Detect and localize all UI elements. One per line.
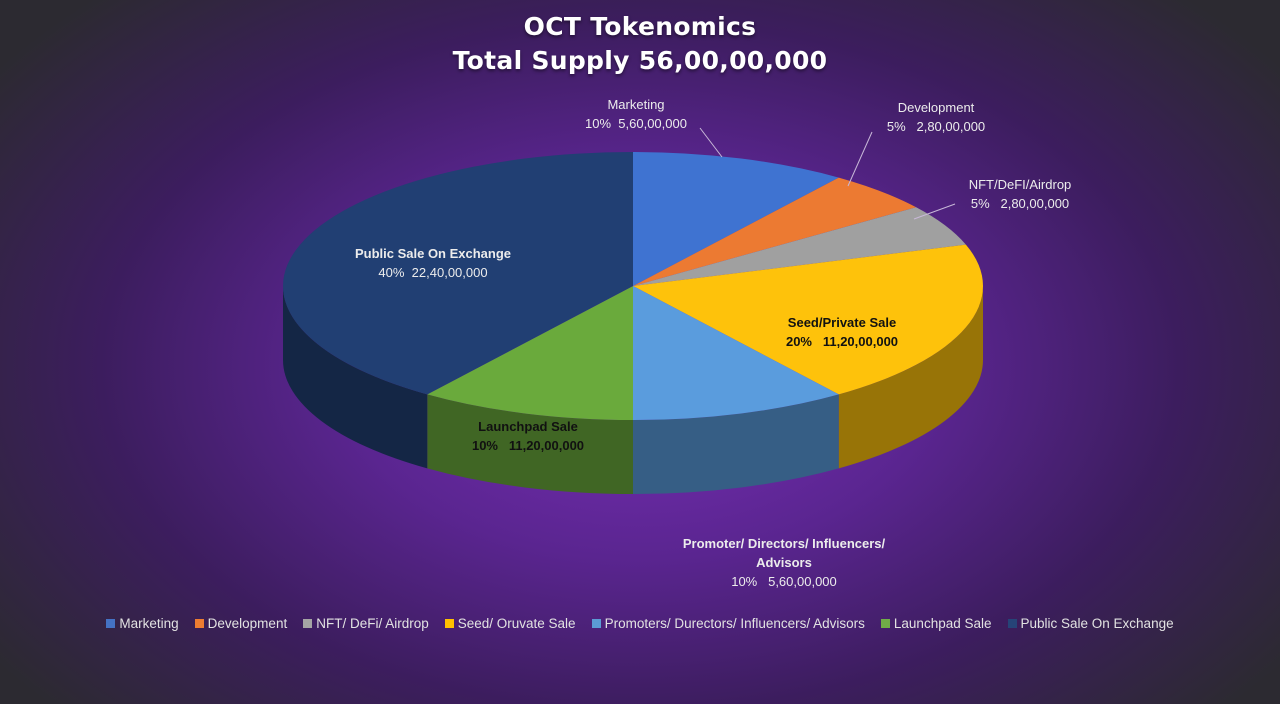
label-nft-name: NFT/DeFI/Airdrop [968, 177, 1072, 192]
legend-label: Launchpad Sale [893, 616, 992, 631]
label-launchpad: Launchpad Sale 10% 11,20,00,000 [472, 417, 584, 455]
label-marketing-name: Marketing [607, 97, 665, 112]
leader-line [913, 203, 956, 220]
legend-swatch [194, 619, 204, 628]
leader-line [699, 127, 723, 158]
label-public-sale-name: Public Sale On Exchange [354, 246, 512, 261]
legend: Marketing Development NFT/ DeFi/ Airdrop… [0, 616, 1280, 631]
label-development-name: Development [897, 100, 975, 115]
legend-item-nft: NFT/ DeFi/ Airdrop [303, 616, 429, 631]
legend-swatch [880, 619, 890, 628]
legend-swatch [444, 619, 454, 628]
legend-label: Marketing [119, 616, 179, 631]
label-seed: Seed/Private Sale 20% 11,20,00,000 [786, 313, 898, 351]
label-launchpad-name: Launchpad Sale [478, 419, 578, 434]
pie-slice-launchpad-sale [427, 286, 633, 420]
label-public-sale: Public Sale On Exchange 40% 22,40,00,000 [355, 244, 511, 282]
legend-swatch [1007, 619, 1017, 628]
legend-item-public-sale: Public Sale On Exchange [1007, 616, 1174, 631]
label-promoters-name-1: Promoter/ Directors/ Influencers/ [682, 536, 886, 551]
legend-item-promoters: Promoters/ Durectors/ Influencers/ Advis… [591, 616, 865, 631]
legend-label: NFT/ DeFi/ Airdrop [316, 616, 429, 631]
legend-label: Promoters/ Durectors/ Influencers/ Advis… [604, 616, 865, 631]
legend-swatch [591, 619, 601, 628]
label-nft: NFT/DeFI/Airdrop 5% 2,80,00,000 [969, 175, 1072, 213]
legend-item-development: Development [194, 616, 288, 631]
label-public-sale-value: 40% 22,40,00,000 [378, 265, 488, 280]
pie-side-promoter-directors-influencers-advisors [633, 394, 839, 494]
chart-subtitle: Total Supply 56,00,00,000 [452, 46, 828, 75]
label-marketing-value: 10% 5,60,00,000 [585, 116, 687, 131]
label-promoters-value: 10% 5,60,00,000 [731, 574, 837, 589]
legend-item-marketing: Marketing [106, 616, 179, 631]
label-development-value: 5% 2,80,00,000 [886, 119, 986, 134]
label-seed-name: Seed/Private Sale [787, 315, 897, 330]
label-seed-value: 20% 11,20,00,000 [785, 334, 899, 349]
legend-item-launchpad: Launchpad Sale [880, 616, 992, 631]
pie-side-public-sale-on-exchange [283, 286, 428, 469]
label-launchpad-value: 10% 11,20,00,000 [471, 438, 585, 453]
pie-slice-seed-private-sale [633, 244, 983, 395]
pie-side-seed-private-sale [838, 286, 983, 469]
label-nft-value: 5% 2,80,00,000 [970, 196, 1070, 211]
label-development: Development 5% 2,80,00,000 [887, 98, 985, 136]
chart-title: OCT Tokenomics [523, 12, 757, 41]
legend-label: Seed/ Oruvate Sale [457, 616, 576, 631]
pie-slice-public-sale-on-exchange [283, 152, 633, 395]
pie-side-launchpad-sale [427, 394, 633, 494]
pie-slice-development [633, 177, 917, 286]
pie-slice-nft-defi-airdrop [633, 207, 966, 286]
pie-slice-promoter-directors-influencers-advisors [633, 286, 839, 420]
legend-swatch [106, 619, 116, 628]
leader-line [847, 131, 873, 187]
label-promoters: Promoter/ Directors/ Influencers/ Adviso… [683, 534, 885, 591]
legend-swatch [303, 619, 313, 628]
legend-label: Public Sale On Exchange [1020, 616, 1174, 631]
legend-item-seed: Seed/ Oruvate Sale [444, 616, 576, 631]
label-promoters-name-2: Advisors [756, 555, 812, 570]
legend-label: Development [207, 616, 288, 631]
label-marketing: Marketing 10% 5,60,00,000 [585, 95, 687, 133]
pie-slice-marketing [633, 152, 839, 286]
